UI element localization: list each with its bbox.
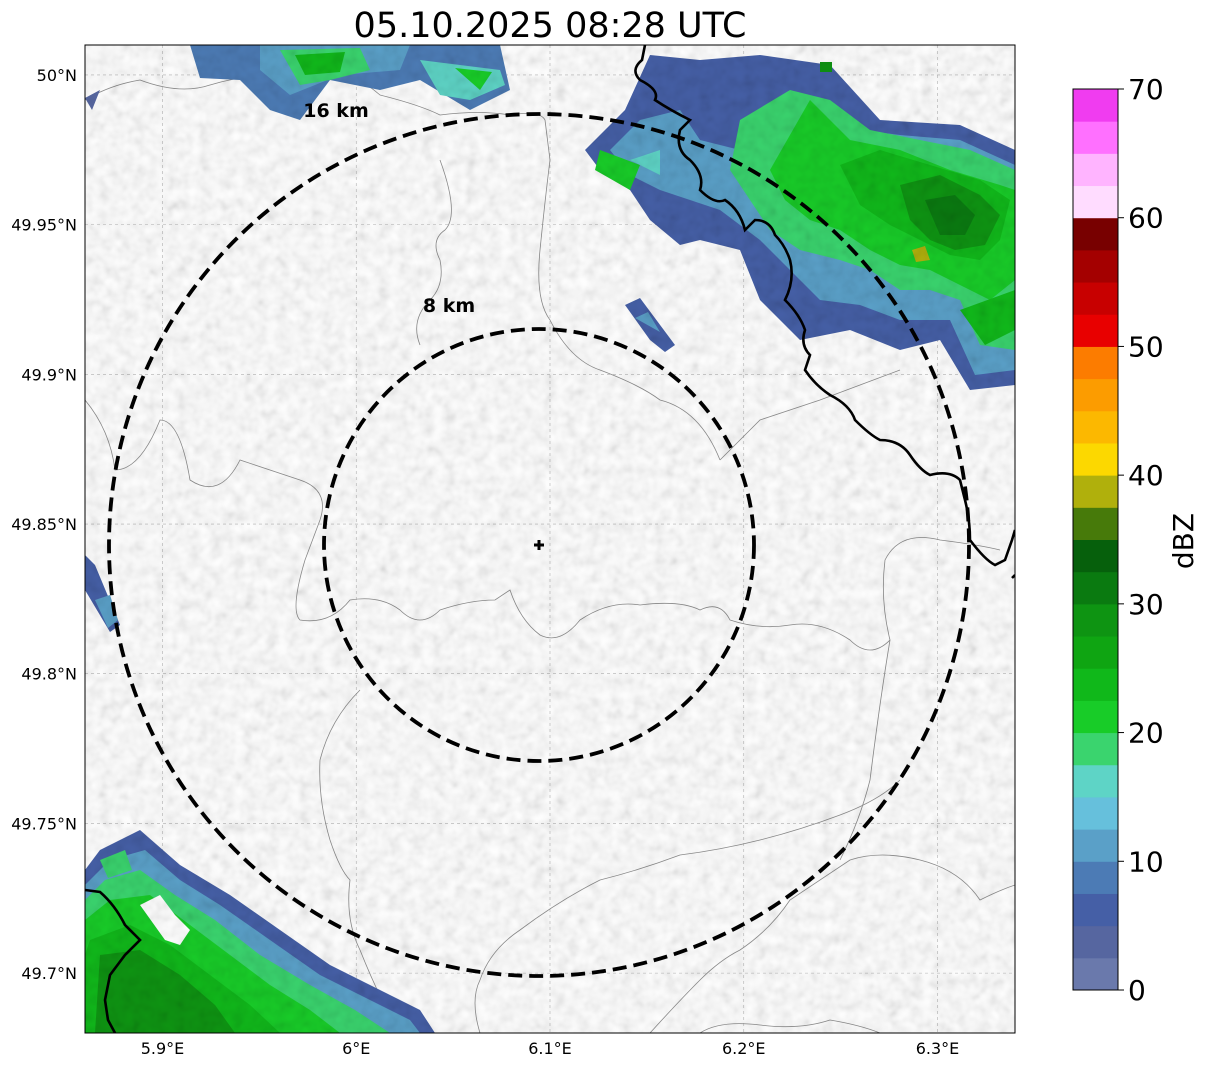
longitude-tick-labels: 5.9°E 6°E 6.1°E 6.2°E 6.3°E	[141, 1039, 960, 1058]
colorbar: 0 10 20 30 40 50 60 70 dBZ	[1072, 73, 1200, 1007]
colorbar-cell	[1073, 636, 1118, 669]
latitude-tick-labels: 50°N 49.95°N 49.9°N 49.85°N 49.8°N 49.75°N 49.…	[11, 66, 77, 983]
lon-tick-label: 6.2°E	[722, 1039, 766, 1058]
colorbar-cell	[1073, 507, 1118, 540]
colorbar-cell	[1073, 442, 1118, 476]
colorbar-cell	[1073, 282, 1118, 315]
colorbar-tick-label: 60	[1128, 202, 1164, 235]
colorbar-tick-label: 10	[1128, 845, 1164, 878]
range-ring-8km	[322, 327, 756, 763]
lat-tick-label: 49.85°N	[11, 515, 77, 534]
lat-tick-label: 50°N	[37, 66, 77, 85]
colorbar-cell	[1073, 571, 1118, 605]
radar-site-marker	[534, 540, 544, 550]
map-title: 05.10.2025 08:28 UTC	[354, 6, 747, 46]
colorbar-cell	[1073, 925, 1118, 959]
range-label-8km: 8 km	[423, 295, 475, 317]
colorbar-tick-label: 20	[1128, 717, 1164, 750]
colorbar-cell	[1073, 89, 1118, 122]
colorbar-tick-label: 70	[1128, 73, 1164, 106]
colorbar-cell	[1073, 153, 1118, 187]
colorbar-cell	[1073, 539, 1118, 573]
radar-echoes	[85, 45, 1015, 1033]
lat-tick-label: 49.75°N	[11, 814, 77, 833]
colorbar-cell	[1073, 957, 1118, 991]
colorbar-label: dBZ	[1167, 513, 1200, 569]
colorbar-cell	[1073, 378, 1118, 412]
colorbar-cell	[1073, 249, 1118, 283]
lon-tick-label: 6°E	[342, 1039, 370, 1058]
lon-tick-label: 5.9°E	[141, 1039, 185, 1058]
colorbar-cell	[1073, 121, 1118, 154]
lon-tick-label: 6.1°E	[528, 1039, 572, 1058]
colorbar-cell	[1073, 475, 1118, 508]
colorbar-tick-label: 40	[1128, 459, 1164, 492]
colorbar-cell	[1073, 700, 1118, 734]
echo-texture	[85, 45, 1015, 1033]
colorbar-cell	[1073, 410, 1118, 444]
colorbar-cell	[1073, 217, 1118, 251]
colorbar-tick-label: 50	[1128, 330, 1164, 363]
colorbar-cells	[1073, 89, 1118, 991]
colorbar-cell	[1073, 603, 1118, 637]
colorbar-cell	[1073, 796, 1118, 830]
colorbar-cell	[1073, 764, 1118, 798]
lat-tick-label: 49.7°N	[21, 964, 77, 983]
range-ring-16km	[107, 112, 971, 978]
colorbar-cell	[1073, 314, 1118, 347]
lat-tick-label: 49.8°N	[21, 665, 77, 684]
colorbar-tick-label: 30	[1128, 588, 1164, 621]
range-rings	[107, 112, 971, 978]
lat-tick-label: 49.95°N	[11, 216, 77, 235]
colorbar-frame	[1072, 88, 1119, 991]
map-panel: 8 km 16 km	[85, 45, 1015, 1033]
lon-tick-label: 6.3°E	[916, 1039, 960, 1058]
lat-tick-label: 49.9°N	[21, 365, 77, 384]
colorbar-cell	[1073, 732, 1118, 766]
national-border-south-west	[85, 888, 142, 1033]
colorbar-ticks: 0 10 20 30 40 50 60 70	[1118, 73, 1164, 1007]
colorbar-cell	[1073, 668, 1118, 701]
colorbar-cell	[1073, 861, 1118, 894]
colorbar-cell	[1073, 185, 1118, 219]
colorbar-tick-label: 0	[1128, 974, 1146, 1007]
colorbar-cell	[1073, 893, 1118, 927]
map-frame	[84, 44, 1016, 1034]
colorbar-cell	[1073, 829, 1118, 862]
colorbar-cell	[1073, 346, 1118, 380]
range-label-16km: 16 km	[303, 100, 369, 122]
